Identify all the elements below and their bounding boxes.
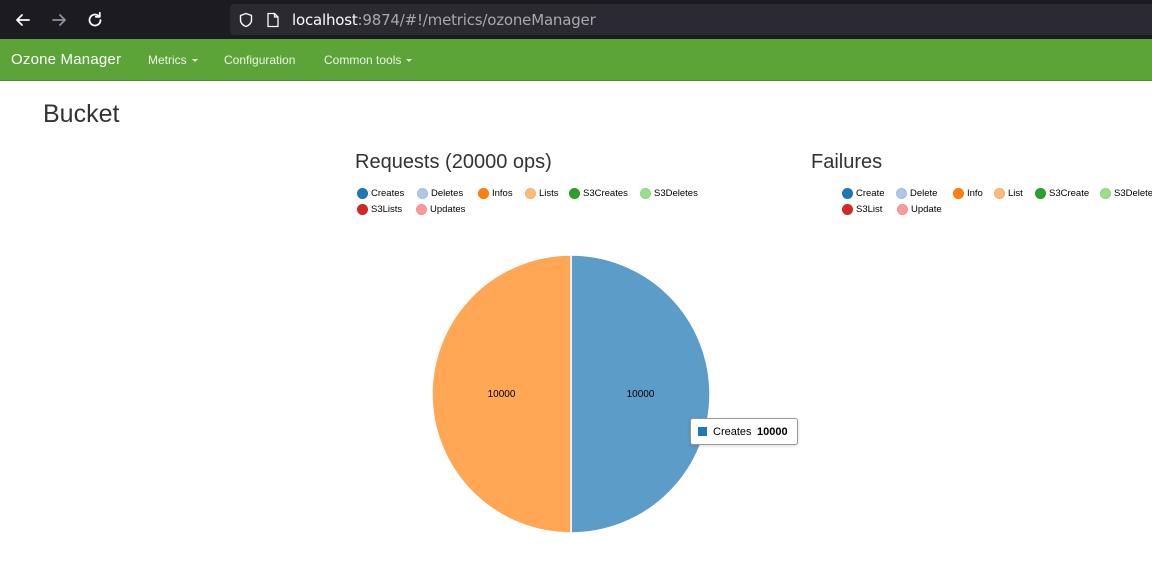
pie-slice-lists[interactable]	[431, 254, 572, 534]
legend-item-create[interactable]: Create	[842, 188, 885, 199]
nav-common-tools[interactable]: Common tools	[324, 53, 413, 67]
legend-item-s3creates[interactable]: S3Creates	[569, 188, 628, 199]
pie-slice-creates[interactable]	[570, 254, 711, 534]
legend-dot	[842, 188, 853, 199]
legend-label: Lists	[539, 188, 559, 199]
legend-dot	[357, 204, 368, 215]
legend-item-s3create[interactable]: S3Create	[1035, 188, 1089, 199]
legend-dot	[994, 188, 1005, 199]
failures-chart-title: Failures	[811, 151, 883, 173]
legend-dot	[478, 188, 489, 199]
url-host: localhost	[292, 11, 358, 29]
legend-dot	[525, 188, 536, 199]
legend-dot	[1100, 188, 1111, 199]
legend-label: Updates	[430, 204, 466, 215]
forward-button[interactable]	[47, 8, 71, 32]
forward-arrow-icon	[52, 14, 66, 26]
legend-dot	[953, 188, 964, 199]
reload-icon	[88, 11, 102, 27]
legend-label: Creates	[371, 188, 405, 199]
legend-label: S3Lists	[371, 204, 403, 215]
legend-dot	[417, 188, 428, 199]
tooltip-key: Creates	[713, 426, 752, 438]
legend-item-list[interactable]: List	[994, 188, 1023, 199]
legend-label: List	[1008, 188, 1023, 199]
legend-label: Create	[856, 188, 885, 199]
legend-item-lists[interactable]: Lists	[525, 188, 559, 199]
shield-icon[interactable]	[238, 12, 254, 28]
legend-item-updates[interactable]: Updates	[416, 204, 465, 215]
legend-item-delete[interactable]: Delete	[896, 188, 937, 199]
legend-dot	[416, 204, 427, 215]
page-info-icon[interactable]	[266, 12, 280, 28]
legend-item-infos[interactable]: Infos	[478, 188, 513, 199]
legend-label: S3Creates	[583, 188, 628, 199]
legend-item-s3deletes[interactable]: S3Deletes	[640, 188, 698, 199]
app-navbar: Ozone Manager Metrics Configuration Comm…	[0, 39, 1152, 81]
legend-dot	[896, 188, 907, 199]
url-text[interactable]: localhost:9874/#!/metrics/ozoneManager	[292, 11, 596, 29]
brand-link[interactable]: Ozone Manager	[11, 51, 122, 68]
legend-dot	[842, 204, 853, 215]
caret-down-icon	[406, 59, 413, 63]
legend-label: Infos	[492, 188, 513, 199]
legend-label: Delete	[910, 188, 938, 199]
nav-metrics[interactable]: Metrics	[148, 53, 198, 67]
address-bar[interactable]: localhost:9874/#!/metrics/ozoneManager	[230, 4, 1152, 35]
legend-label: S3Delete	[1114, 188, 1152, 199]
legend-item-deletes[interactable]: Deletes	[417, 188, 463, 199]
url-path: :9874/#!/metrics/ozoneManager	[357, 11, 596, 29]
legend-label: Info	[967, 188, 983, 199]
legend-item-s3lists[interactable]: S3Lists	[357, 204, 402, 215]
tooltip-swatch	[698, 427, 707, 436]
back-button[interactable]	[11, 8, 35, 32]
tooltip-value: 10000	[757, 426, 788, 438]
legend-dot	[569, 188, 580, 199]
legend-item-s3list[interactable]: S3List	[842, 204, 882, 215]
pie-slice-label: 10000	[488, 389, 516, 400]
legend-dot	[897, 204, 908, 215]
requests-legend: Creates Deletes Infos Lists S3Creates S3…	[357, 188, 717, 220]
legend-label: S3Deletes	[654, 188, 698, 199]
pie-slice-label: 10000	[627, 389, 655, 400]
failures-legend: Create Delete Info List S3Create S3Delet…	[842, 188, 1152, 220]
back-arrow-icon	[16, 14, 30, 26]
nav-metrics-label: Metrics	[148, 53, 187, 67]
reload-button[interactable]	[83, 8, 107, 32]
requests-chart-title: Requests (20000 ops)	[355, 151, 552, 173]
nav-configuration-label: Configuration	[224, 53, 296, 67]
legend-label: Deletes	[431, 188, 464, 199]
legend-item-info[interactable]: Info	[953, 188, 983, 199]
legend-item-s3delete[interactable]: S3Delete	[1100, 188, 1152, 199]
browser-toolbar: localhost:9874/#!/metrics/ozoneManager	[0, 0, 1152, 39]
caret-down-icon	[191, 59, 198, 63]
nav-common-tools-label: Common tools	[324, 53, 402, 67]
chart-tooltip: Creates 10000	[690, 418, 798, 445]
page-title: Bucket	[43, 100, 120, 128]
legend-item-creates[interactable]: Creates	[357, 188, 404, 199]
legend-item-update[interactable]: Update	[897, 204, 942, 215]
legend-label: S3List	[856, 204, 883, 215]
legend-dot	[1035, 188, 1046, 199]
nav-configuration[interactable]: Configuration	[224, 53, 295, 67]
legend-label: S3Create	[1049, 188, 1090, 199]
legend-dot	[357, 188, 368, 199]
legend-dot	[640, 188, 651, 199]
legend-label: Update	[911, 204, 942, 215]
